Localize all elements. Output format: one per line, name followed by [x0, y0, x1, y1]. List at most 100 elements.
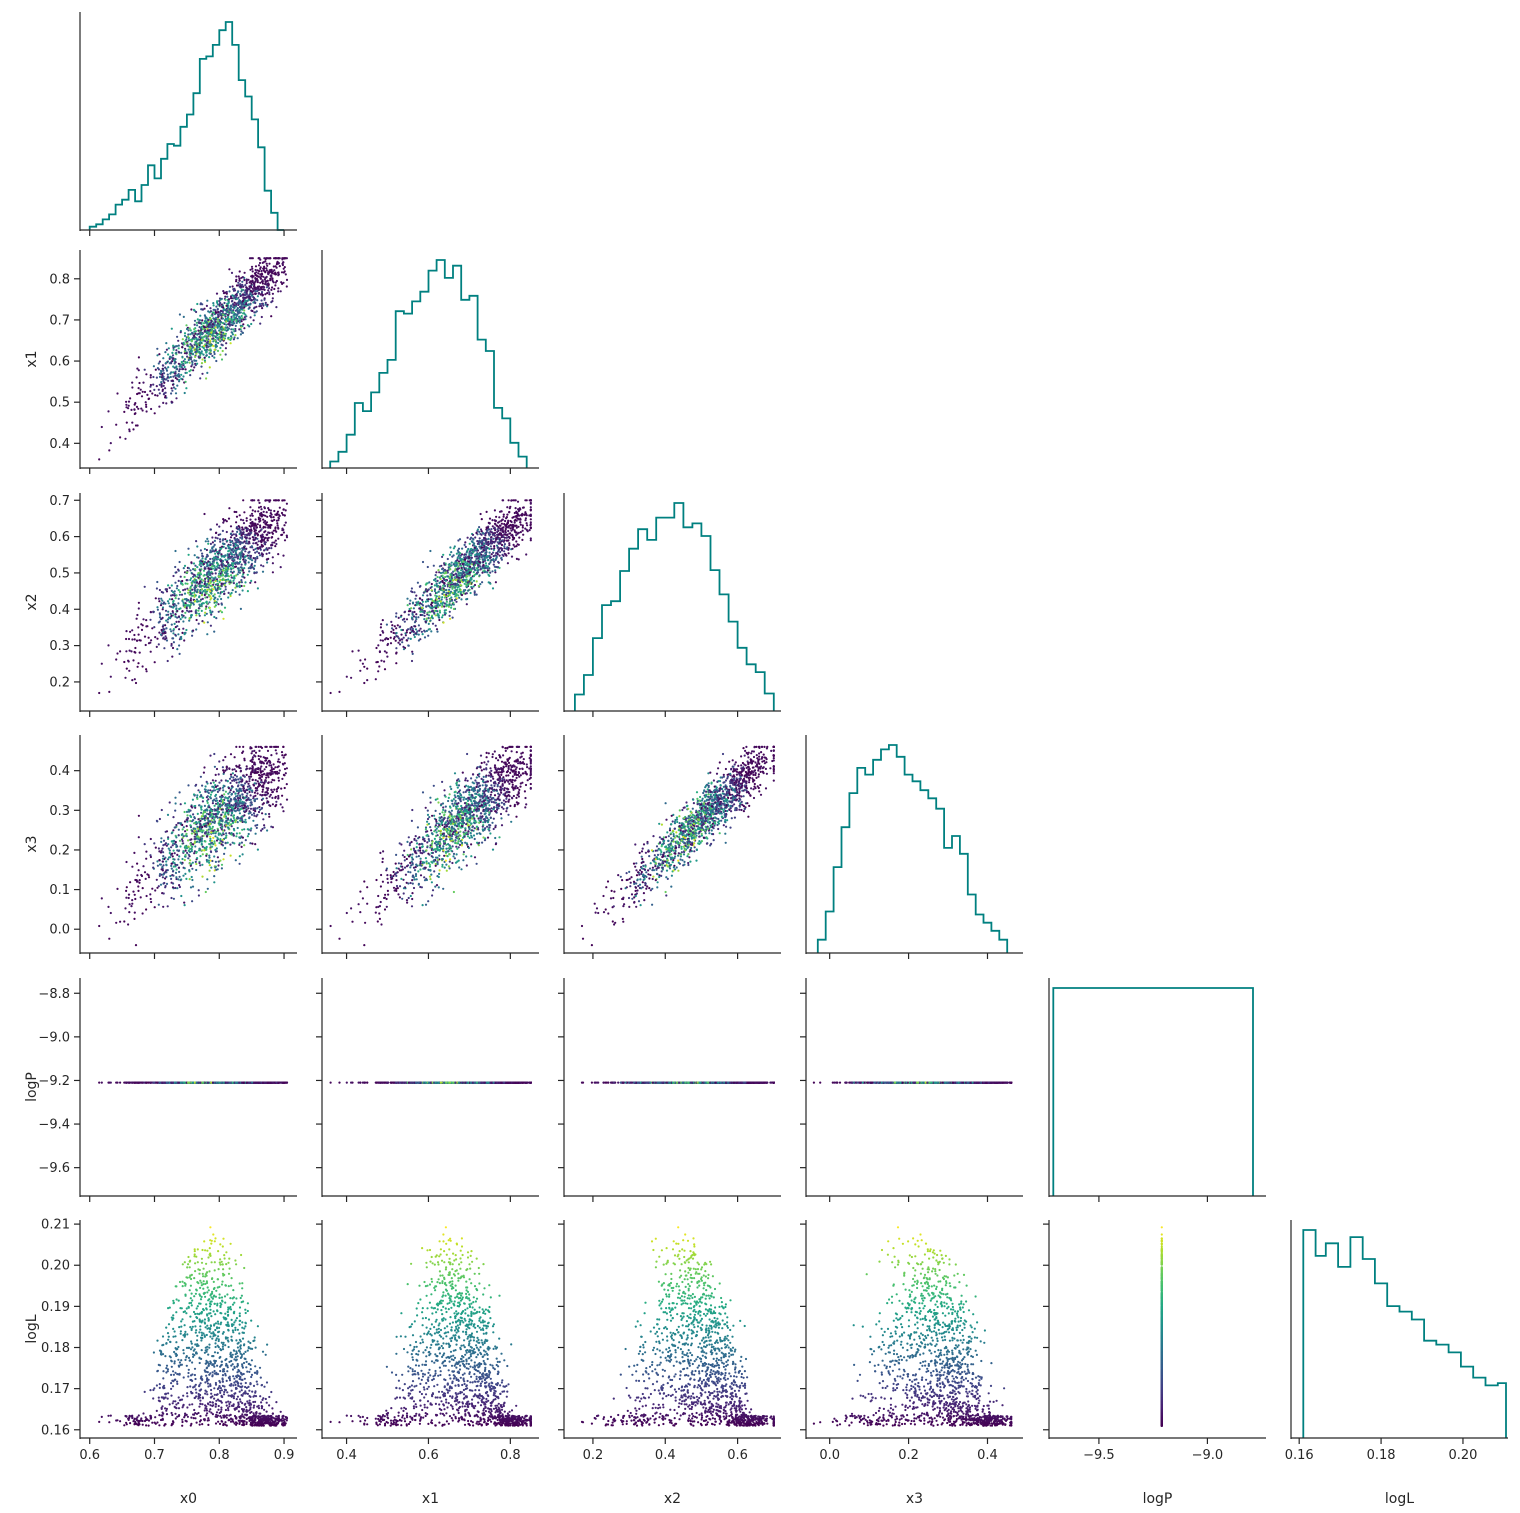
point-x2-x0-878: [252, 539, 254, 541]
point-x2-x0-477: [211, 548, 213, 550]
point-x1-x0-418: [158, 406, 160, 408]
point-x2-x1-259: [447, 558, 449, 560]
point-x2-x0-1016: [263, 511, 265, 513]
point-x2-x1-1453: [359, 659, 361, 661]
point-x2-x1-1488: [472, 534, 474, 536]
point-x1-x0-1342: [269, 257, 271, 259]
point-x2-x0-1242: [238, 526, 240, 528]
point-x2-x0-1328: [237, 554, 239, 556]
point-x2-x0-1111: [273, 541, 275, 543]
point-x2-x1-1073: [479, 555, 481, 557]
point-x2-x0-597: [266, 516, 268, 518]
point-x3-x0-127: [200, 812, 202, 814]
point-x2-x0-1453: [132, 659, 134, 661]
point-x2-x0-905: [184, 576, 186, 578]
point-x2-x0-1085: [218, 611, 220, 613]
point-x2-x0-214: [145, 644, 147, 646]
point-x2-x0-1398: [209, 607, 211, 609]
point-x1-x0-945: [210, 310, 212, 312]
point-x2-x0-888: [266, 534, 268, 536]
point-x2-x1-738: [456, 589, 458, 591]
point-x2-x1-1308: [530, 527, 532, 529]
point-x1-x0-1346: [212, 302, 214, 304]
point-x2-x0-1359: [180, 576, 182, 578]
point-x2-x0-8: [206, 633, 208, 635]
point-x1-x0-1288: [191, 332, 193, 334]
point-x2-x0-189: [125, 650, 127, 652]
point-x1-x0-919: [232, 323, 234, 325]
point-x1-x0-765: [234, 330, 236, 332]
point-x1-x0-1396: [244, 297, 246, 299]
point-x3-x0-226: [208, 855, 210, 857]
point-x2-x0-581: [228, 592, 230, 594]
point-x1-x0-482: [135, 424, 137, 426]
point-x2-x1-1094: [432, 623, 434, 625]
point-x2-x1-916: [403, 637, 405, 639]
point-x1-x0-301: [217, 350, 219, 352]
point-x2-x1-312: [450, 551, 452, 553]
point-x2-x1-1256: [526, 522, 528, 524]
point-x2-x0-1228: [241, 581, 243, 583]
point-x1-x0-1322: [208, 352, 210, 354]
point-x2-x1-1400: [503, 550, 505, 552]
point-x2-x0-79: [154, 636, 156, 638]
point-x3-x0-123: [234, 774, 236, 776]
point-x1-x0-1098: [241, 315, 243, 317]
point-x3-x0-104: [286, 799, 288, 801]
point-x1-x0-1426: [101, 426, 103, 428]
point-x2-x1-41: [395, 640, 397, 642]
point-x2-x1-881: [508, 511, 510, 513]
point-x2-x0-1211: [196, 545, 198, 547]
point-x2-x1-654: [474, 547, 476, 549]
point-x2-x0-1465: [211, 565, 213, 567]
point-x2-x0-1198: [199, 590, 201, 592]
point-x2-x0-1294: [178, 644, 180, 646]
point-x1-x0-889: [274, 272, 276, 274]
point-x2-x0-1092: [207, 560, 209, 562]
point-x2-x1-830: [406, 631, 408, 633]
point-x2-x1-918: [522, 524, 524, 526]
point-x2-x1-1153: [413, 633, 415, 635]
point-x1-x0-239: [219, 347, 221, 349]
point-x2-x1-822: [459, 588, 461, 590]
point-x2-x0-1099: [98, 692, 100, 694]
point-x2-x0-887: [167, 611, 169, 613]
point-x1-x0-1121: [179, 313, 181, 315]
point-x3-x0-85: [199, 864, 201, 866]
point-x2-x1-926: [428, 581, 430, 583]
point-x1-x0-1479: [235, 314, 237, 316]
point-x2-x0-1347: [166, 590, 168, 592]
point-x1-x0-1068: [207, 341, 209, 343]
point-x2-x0-1374: [199, 580, 201, 582]
point-x1-x0-1363: [192, 337, 194, 339]
point-x2-x0-1344: [179, 607, 181, 609]
point-x2-x0-274: [227, 578, 229, 580]
point-x2-x0-946: [249, 530, 251, 532]
point-x2-x0-1444: [199, 569, 201, 571]
point-x2-x0-1105: [176, 617, 178, 619]
point-x2-x1-1341: [519, 518, 521, 520]
point-x1-x0-1463: [153, 389, 155, 391]
point-x1-x0-648: [128, 401, 130, 403]
point-x2-x1-1305: [442, 622, 444, 624]
point-x1-x0-1467: [218, 336, 220, 338]
point-x2-x1-1364: [508, 532, 510, 534]
point-x1-x0-1114: [172, 384, 174, 386]
point-x3-x0-367: [123, 920, 125, 922]
point-x2-x0-944: [202, 598, 204, 600]
point-x2-x1-1472: [495, 581, 497, 583]
point-x1-x0-1298: [239, 317, 241, 319]
point-x3-x0-264: [281, 754, 283, 756]
point-x3-x0-81: [251, 750, 253, 752]
point-x2-x0-600: [187, 548, 189, 550]
point-x2-x0-843: [214, 606, 216, 608]
panel-x2-vs-x2: [564, 493, 781, 717]
point-x2-x0-595: [225, 547, 227, 549]
point-x1-x0-788: [199, 315, 201, 317]
point-x3-x0-31: [248, 833, 250, 835]
point-x1-x0-1272: [231, 316, 233, 318]
point-x2-x1-610: [395, 662, 397, 664]
point-x3-x0-96: [250, 827, 252, 829]
point-x3-x0-194: [178, 884, 180, 886]
point-x2-x0-658: [127, 660, 129, 662]
